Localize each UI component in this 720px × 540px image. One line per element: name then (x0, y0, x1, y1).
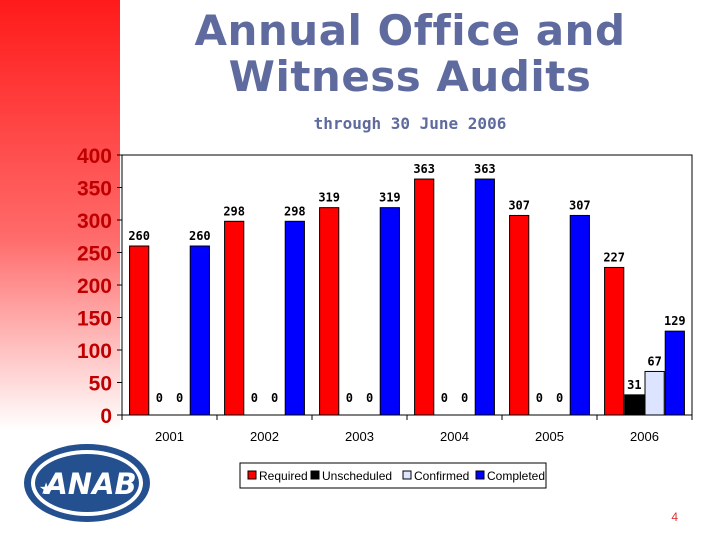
bar (624, 394, 645, 416)
legend-label: Unscheduled (322, 469, 392, 483)
data-label: 0 (441, 391, 448, 405)
bar (129, 245, 150, 416)
legend-swatch (402, 470, 412, 480)
legend-swatch (310, 470, 320, 480)
data-label: 0 (271, 391, 278, 405)
data-label: 67 (647, 354, 661, 368)
anab-logo: ANAB ★ (24, 444, 150, 522)
x-tick-label: 2005 (535, 429, 564, 444)
x-tick-label: 2001 (155, 429, 184, 444)
y-tick-label: 0 (100, 405, 112, 428)
plot-area (121, 154, 693, 416)
legend-label: Completed (487, 469, 545, 483)
data-label: 363 (474, 162, 496, 176)
y-tick-label: 150 (77, 308, 112, 331)
bar (414, 178, 435, 416)
data-label: 0 (536, 391, 543, 405)
y-tick-label: 300 (77, 210, 112, 233)
bar (644, 370, 665, 416)
logo-text: ANAB (43, 467, 136, 501)
x-tick-label: 2004 (440, 429, 469, 444)
bar (664, 330, 685, 416)
data-label: 0 (366, 391, 373, 405)
bar (509, 214, 530, 416)
x-tick-label: 2002 (250, 429, 279, 444)
data-label: 0 (461, 391, 468, 405)
data-label: 0 (176, 391, 183, 405)
slide-title: Annual Office and Witness Audits (130, 8, 690, 100)
legend (239, 462, 547, 489)
page-number: 4 (671, 510, 678, 524)
title-line-1: Annual Office and (194, 6, 626, 55)
data-label: 227 (603, 250, 625, 264)
title-line-2: Witness Audits (228, 52, 592, 101)
data-label: 319 (318, 191, 340, 205)
bar (474, 178, 495, 416)
bar (319, 207, 340, 416)
data-label: 0 (251, 391, 258, 405)
legend-label: Required (259, 469, 308, 483)
slide-subtitle: through 30 June 2006 (313, 114, 507, 133)
y-tick-label: 250 (77, 243, 112, 266)
data-label: 307 (508, 198, 530, 212)
data-label: 298 (284, 204, 306, 218)
sidebar-gradient (0, 0, 120, 430)
data-label: 31 (627, 378, 641, 392)
legend-label: Confirmed (414, 469, 469, 483)
y-tick-label: 100 (77, 340, 112, 363)
bar (604, 266, 625, 416)
bar (379, 207, 400, 416)
data-label: 0 (346, 391, 353, 405)
data-label: 0 (156, 391, 163, 405)
bar (224, 220, 245, 416)
x-tick-label: 2003 (345, 429, 374, 444)
y-tick-label: 50 (89, 373, 112, 396)
data-label: 307 (569, 198, 591, 212)
legend-swatch (475, 470, 485, 480)
data-label: 260 (128, 229, 150, 243)
legend-swatch (247, 470, 257, 480)
data-label: 129 (664, 314, 686, 328)
y-tick-label: 350 (77, 178, 112, 201)
star-icon: ★ (39, 479, 53, 498)
data-label: 319 (379, 191, 401, 205)
data-label: 260 (189, 229, 211, 243)
data-label: 363 (413, 162, 435, 176)
data-label: 298 (223, 204, 245, 218)
data-label: 0 (556, 391, 563, 405)
y-tick-label: 400 (77, 145, 112, 168)
x-tick-label: 2006 (630, 429, 659, 444)
bar (569, 214, 590, 416)
bar (284, 220, 305, 416)
bar (189, 245, 210, 416)
y-tick-label: 200 (77, 275, 112, 298)
